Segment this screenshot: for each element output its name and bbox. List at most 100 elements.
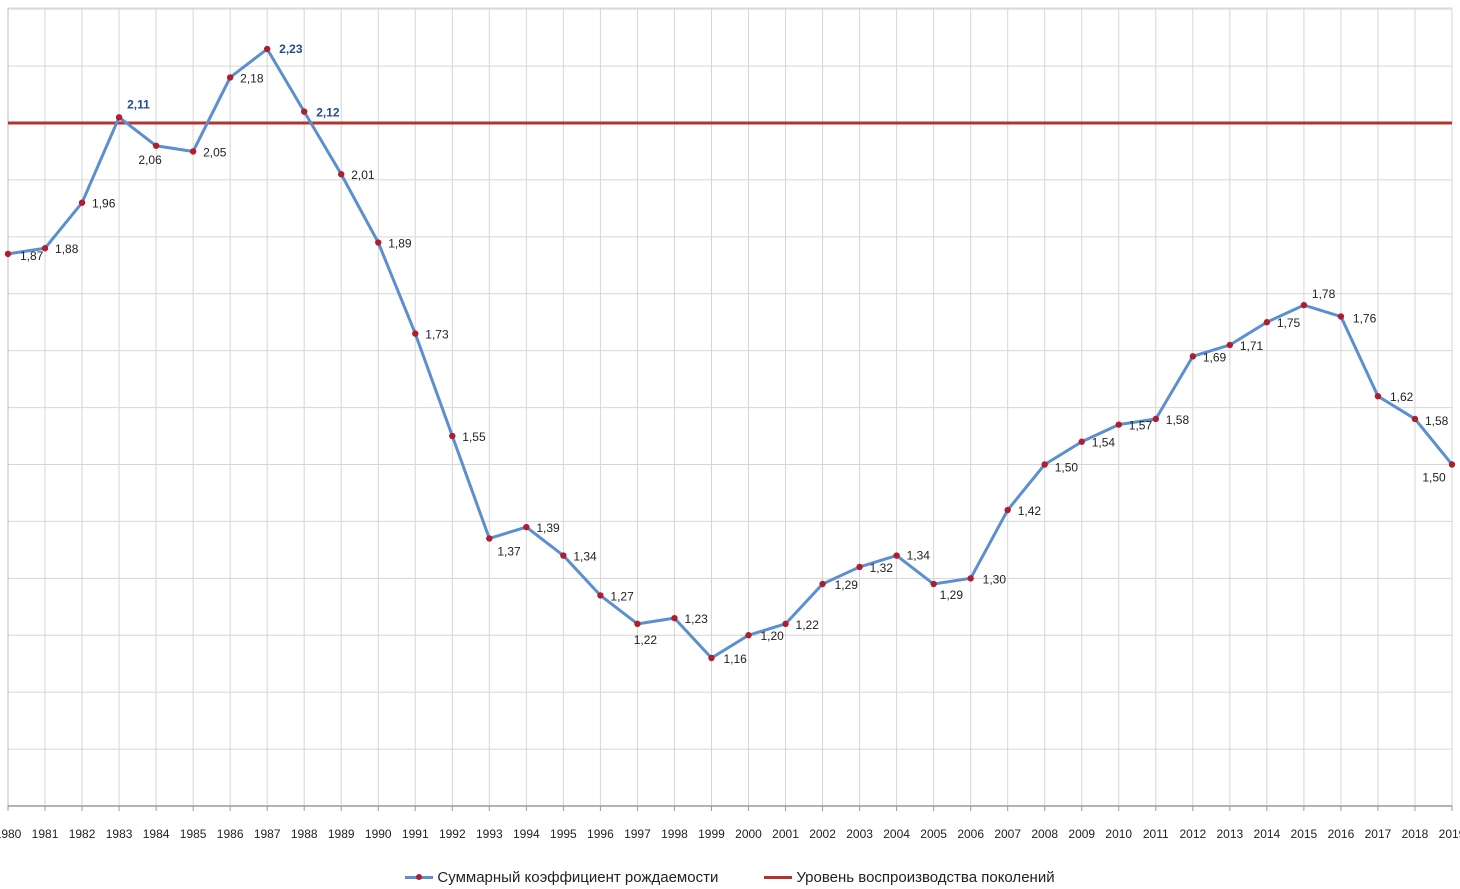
data-label-2019: 1,50: [1422, 470, 1446, 484]
data-point-1999: [708, 654, 715, 662]
data-point-1981: [41, 245, 49, 252]
data-label-2005: 1,29: [940, 588, 964, 602]
x-tick-label-1997: 1997: [624, 827, 651, 841]
data-label-1994: 1,39: [536, 521, 560, 535]
x-tick-label-1982: 1982: [69, 827, 96, 841]
legend-label-replacement: Уровень воспроизводства поколений: [796, 868, 1055, 886]
data-point-1983: [115, 114, 123, 121]
data-point-2010: [1115, 421, 1122, 428]
x-tick-label-2018: 2018: [1402, 827, 1429, 841]
data-label-2016: 1,76: [1353, 312, 1377, 326]
data-point-2013: [1226, 341, 1234, 349]
data-label-2012: 1,69: [1203, 350, 1227, 364]
x-tick-label-2009: 2009: [1068, 827, 1095, 841]
x-tick-label-1998: 1998: [661, 827, 688, 841]
data-point-1982: [78, 199, 86, 206]
x-tick-label-1991: 1991: [402, 827, 429, 841]
data-point-2005: [930, 580, 937, 588]
legend-item-replacement: Уровень воспроизводства поколений: [764, 866, 1055, 888]
data-label-2015: 1,78: [1312, 287, 1336, 301]
tfr-series: [7, 47, 1454, 660]
x-tick-label-2016: 2016: [1328, 827, 1355, 841]
x-tick-label-2015: 2015: [1291, 827, 1318, 841]
x-tick-label-1996: 1996: [587, 827, 614, 841]
data-label-1985: 2,05: [203, 145, 227, 159]
data-point-2012: [1189, 353, 1197, 360]
chart-gridlines: [7, 7, 1453, 806]
data-point-1992: [449, 432, 456, 440]
data-point-2017: [1374, 392, 1382, 400]
legend-item-tfr: Суммарный коэффициент рождаемости: [405, 866, 718, 888]
data-label-2002: 1,29: [835, 578, 859, 592]
x-tick-labels: 1980 1981 1982 1983 1984 1985 1986 1987 1988 1989…: [0, 827, 1460, 841]
data-point-2002: [819, 580, 826, 588]
data-point-1987: [263, 45, 271, 53]
data-label-2007: 1,42: [1018, 504, 1042, 518]
data-label-1999: 1,16: [723, 652, 747, 666]
data-label-1984: 2,06: [138, 153, 162, 167]
data-label-1980: 1,87: [20, 249, 44, 263]
legend-swatch-tfr: [405, 871, 434, 883]
data-label-2017: 1,62: [1390, 390, 1414, 404]
legend-swatch-replacement: [764, 871, 793, 883]
data-point-2015: [1300, 301, 1308, 309]
data-point-2006: [967, 575, 974, 582]
data-point-2004: [893, 552, 900, 559]
data-label-1989: 2,01: [351, 168, 375, 182]
x-tick-label-2017: 2017: [1365, 827, 1392, 841]
data-label-2006: 1,30: [983, 572, 1007, 586]
data-label-1988: 2,12: [316, 106, 340, 120]
data-point-1989: [338, 171, 345, 178]
data-label-1986: 2,18: [240, 71, 264, 85]
data-label-1996: 1,27: [610, 589, 634, 603]
x-tick-label-1984: 1984: [143, 827, 170, 841]
tfr-markers: [4, 45, 1456, 662]
x-tick-label-1995: 1995: [550, 827, 577, 841]
data-point-1988: [301, 108, 308, 115]
data-point-1994: [523, 523, 530, 531]
data-point-1997: [634, 620, 641, 628]
x-tick-label-2013: 2013: [1216, 827, 1243, 841]
data-label-1983: 2,11: [127, 97, 150, 111]
x-tick-label-2000: 2000: [735, 827, 762, 841]
data-label-2011: 1,58: [1166, 413, 1190, 427]
x-axis: [7, 805, 1453, 811]
chart-legend: Суммарный коэффициент рождаемости Уровен…: [0, 866, 1460, 888]
x-tick-label-2003: 2003: [846, 827, 873, 841]
data-label-2009: 1,54: [1092, 436, 1116, 450]
x-tick-label-2006: 2006: [957, 827, 984, 841]
data-label-1981: 1,88: [55, 242, 79, 256]
x-tick-label-2012: 2012: [1179, 827, 1206, 841]
data-label-1997: 1,22: [634, 633, 658, 647]
data-point-2019: [1448, 461, 1456, 468]
data-label-2018: 1,58: [1425, 414, 1449, 428]
data-label-1991: 1,73: [425, 328, 449, 342]
data-point-2001: [782, 620, 789, 628]
data-point-1993: [486, 535, 493, 542]
x-tick-label-2005: 2005: [920, 827, 947, 841]
x-tick-label-1983: 1983: [106, 827, 133, 841]
x-tick-label-1981: 1981: [32, 827, 59, 841]
data-point-1998: [671, 614, 678, 622]
data-label-2004: 1,34: [907, 549, 931, 563]
data-point-2016: [1337, 313, 1345, 320]
data-point-1995: [560, 552, 567, 559]
x-tick-label-1988: 1988: [291, 827, 318, 841]
x-tick-label-1999: 1999: [698, 827, 725, 841]
data-label-2003: 1,32: [870, 561, 894, 575]
data-label-1982: 1,96: [92, 197, 116, 211]
tfr-line: [7, 47, 1454, 660]
data-point-1985: [189, 148, 197, 155]
data-point-2000: [745, 632, 752, 639]
legend-label-tfr: Суммарный коэффициент рождаемости: [437, 868, 719, 886]
data-label-1987: 2,23: [279, 42, 303, 56]
data-point-2011: [1152, 415, 1159, 423]
data-label-1990: 1,89: [388, 237, 412, 251]
data-point-1996: [597, 592, 604, 599]
x-tick-label-1994: 1994: [513, 827, 540, 841]
data-label-1993: 1,37: [497, 544, 521, 558]
data-label-1992: 1,55: [462, 430, 486, 444]
data-label-2008: 1,50: [1055, 460, 1079, 474]
data-point-2003: [856, 563, 863, 571]
data-point-1990: [375, 239, 382, 246]
